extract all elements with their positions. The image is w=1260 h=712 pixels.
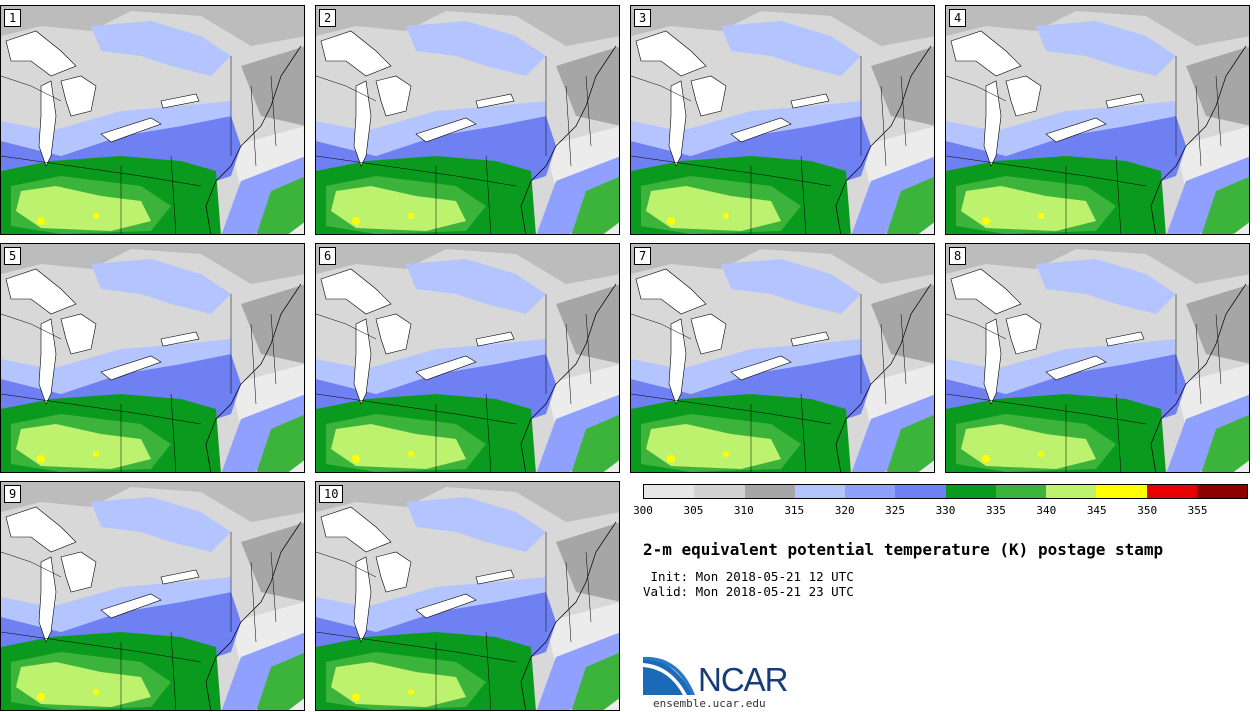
valid-time: Valid: Mon 2018-05-21 23 UTC [643, 584, 854, 599]
color-scale-tick-label: 350 [1137, 504, 1158, 517]
color-scale-segment [945, 485, 996, 498]
member-number-label: 8 [949, 247, 967, 265]
member-map [631, 6, 934, 234]
member-map [946, 6, 1249, 234]
color-scale-bar [643, 484, 1248, 499]
member-map [1, 6, 304, 234]
member-number-label: 3 [634, 9, 652, 27]
color-scale-segment [845, 485, 896, 498]
ensemble-member-panel-9: 9 [0, 481, 305, 711]
member-map [946, 244, 1249, 472]
member-map [631, 244, 934, 472]
member-number-label: 1 [4, 9, 22, 27]
member-map [1, 244, 304, 472]
ncar-logo-text: NCAR [698, 661, 789, 698]
color-scale-segment [895, 485, 946, 498]
ensemble-member-panel-3: 3 [630, 5, 935, 235]
color-scale-tick-label: 320 [834, 504, 855, 517]
color-scale-segment [794, 485, 845, 498]
plot-title: 2-m equivalent potential temperature (K)… [643, 540, 1164, 559]
member-map [1, 482, 304, 710]
ensemble-member-panel-5: 5 [0, 243, 305, 473]
color-scale-tick-label: 355 [1187, 504, 1208, 517]
color-scale-tick-label: 345 [1086, 504, 1107, 517]
color-scale-segment [1196, 485, 1247, 498]
member-map [316, 6, 619, 234]
color-scale-tick-label: 340 [1036, 504, 1057, 517]
member-number-label: 5 [4, 247, 22, 265]
member-number-label: 9 [4, 485, 22, 503]
color-scale-segment [694, 485, 745, 498]
ensemble-member-panel-1: 1 [0, 5, 305, 235]
member-map [316, 244, 619, 472]
color-scale-segment [1046, 485, 1097, 498]
color-scale-segment [995, 485, 1046, 498]
member-number-label: 4 [949, 9, 967, 27]
color-scale-segment [1146, 485, 1197, 498]
ensemble-member-panel-6: 6 [315, 243, 620, 473]
member-map [316, 482, 619, 710]
color-scale-segment [1096, 485, 1147, 498]
color-scale-tick-label: 310 [733, 504, 754, 517]
ensemble-member-panel-2: 2 [315, 5, 620, 235]
color-scale-segment [644, 485, 695, 498]
init-time: Init: Mon 2018-05-21 12 UTC [643, 569, 854, 584]
color-scale-tick-label: 300 [633, 504, 653, 517]
color-scale-tick-label: 315 [784, 504, 805, 517]
color-scale-tick-label: 305 [683, 504, 704, 517]
ensemble-member-panel-7: 7 [630, 243, 935, 473]
member-number-label: 6 [319, 247, 337, 265]
ncar-logo-icon [643, 656, 695, 695]
color-scale-tick-label: 330 [935, 504, 956, 517]
member-number-label: 10 [319, 485, 344, 503]
member-number-label: 2 [319, 9, 337, 27]
member-number-label: 7 [634, 247, 652, 265]
color-scale-tick-label: 325 [885, 504, 906, 517]
color-scale-labels: 300 305 310 315 320 325 330 335 340 345 350 355 [633, 504, 1248, 520]
site-url: ensemble.ucar.edu [653, 697, 766, 710]
color-scale-segment [744, 485, 795, 498]
ensemble-member-panel-8: 8 [945, 243, 1250, 473]
ensemble-member-panel-10: 10 [315, 481, 620, 711]
ensemble-member-panel-4: 4 [945, 5, 1250, 235]
color-scale-tick-label: 335 [985, 504, 1006, 517]
